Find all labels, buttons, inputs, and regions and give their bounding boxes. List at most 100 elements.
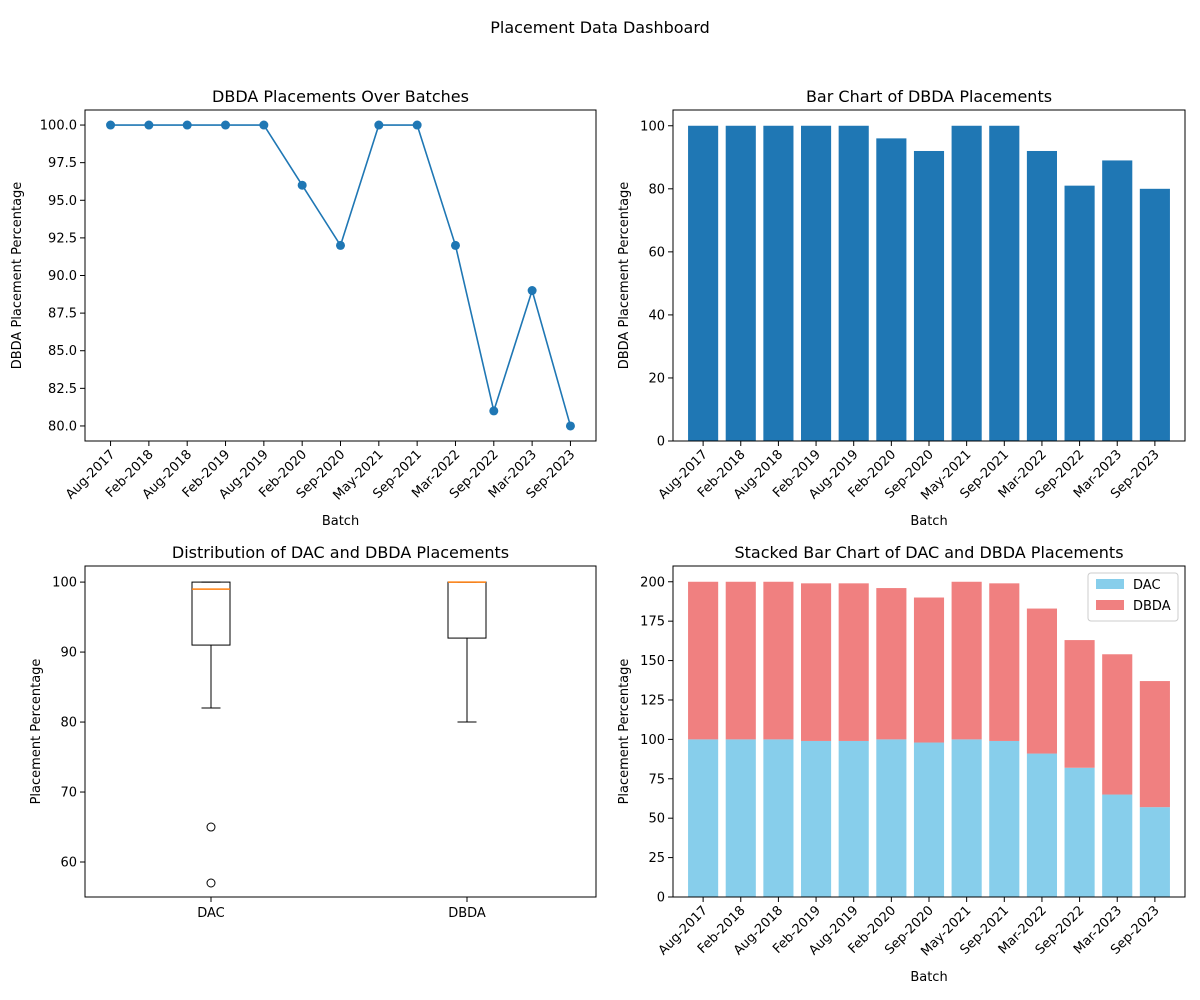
chart-panel-1: DBDA Placements Over Batches 80.0 82.5 85.0… <box>10 87 597 529</box>
bar <box>838 125 869 441</box>
data-point <box>297 180 307 190</box>
chart-panel-4: Stacked Bar Chart of DAC and DBDA Placem… <box>617 543 1186 985</box>
stacked-bar-dbda <box>725 581 756 740</box>
y-tick-label: 90.0 <box>48 269 77 284</box>
stacked-bar-dbda <box>688 581 719 740</box>
data-point <box>565 421 575 431</box>
y-axis-label: DBDA Placement Percentage <box>10 182 25 370</box>
chart-title: DBDA Placements Over Batches <box>212 87 469 106</box>
legend: DAC DBDA <box>1087 572 1179 622</box>
stacked-bar-dac <box>838 740 869 897</box>
y-tick-label: 100.0 <box>40 119 77 134</box>
y-tick-label: 87.5 <box>48 307 77 322</box>
x-axis-label: Batch <box>910 514 947 529</box>
y-tick-label: 60 <box>60 856 77 871</box>
chart-panel-2: Bar Chart of DBDA Placements 0 20 40 60 80 100… <box>617 87 1186 529</box>
outlier-point <box>206 822 216 832</box>
stacked-bar-dbda <box>1102 654 1133 795</box>
stacked-bar-dbda <box>913 597 945 743</box>
stacked-bar-dac <box>763 739 794 897</box>
y-tick-label: 100 <box>640 119 665 134</box>
bar <box>1026 150 1057 441</box>
y-tick-label: 60 <box>648 245 665 260</box>
x-tick-label: DAC <box>197 906 225 921</box>
y-tick-label: 97.5 <box>48 156 77 171</box>
stacked-bar-dbda <box>1026 608 1057 754</box>
legend-label-dac: DAC <box>1133 578 1161 593</box>
x-tick-label: DBDA <box>448 906 486 921</box>
y-tick-label: 200 <box>640 575 665 590</box>
y-axis-label: Placement Percentage <box>617 659 632 805</box>
stacked-bar-dbda <box>1064 640 1095 768</box>
y-tick-label: 75 <box>648 772 665 787</box>
bar <box>951 125 982 441</box>
chart-title: Stacked Bar Chart of DAC and DBDA Placem… <box>734 543 1123 562</box>
y-tick-label: 50 <box>648 812 665 827</box>
line-series-dbda <box>110 124 572 427</box>
stacked-bar-dac <box>688 739 719 897</box>
stacked-bar-dac <box>801 740 832 897</box>
bar <box>725 125 756 441</box>
dashboard-title: Placement Data Dashboard <box>490 18 710 37</box>
data-point <box>412 120 422 130</box>
y-tick-label: 85.0 <box>48 344 77 359</box>
y-tick-label: 100 <box>640 733 665 748</box>
stacked-bar-dac <box>1064 767 1095 897</box>
data-point <box>259 120 269 130</box>
stacked-bar-dac <box>951 739 982 897</box>
y-tick-label: 20 <box>648 371 665 386</box>
y-tick-label: 100 <box>52 576 77 591</box>
data-point <box>450 240 460 250</box>
y-tick-label: 40 <box>648 308 665 323</box>
y-tick-label: 80.0 <box>48 419 77 434</box>
data-point <box>489 406 499 416</box>
y-tick-label: 92.5 <box>48 231 77 246</box>
stacked-bar-dbda <box>1139 681 1170 808</box>
stacked-bar-dbda <box>951 581 982 740</box>
y-tick-label: 80 <box>648 182 665 197</box>
data-point <box>336 240 345 250</box>
legend-label-dbda: DBDA <box>1133 599 1171 614</box>
box-iqr <box>191 581 231 646</box>
stacked-bar-dac <box>913 742 945 897</box>
y-tick-label: 0 <box>657 891 665 906</box>
stacked-bar-dbda <box>989 583 1020 741</box>
stacked-bar-dbda <box>801 583 832 741</box>
y-tick-label: 25 <box>648 851 665 866</box>
stacked-bar-dac <box>989 740 1020 897</box>
data-point <box>221 120 231 130</box>
axes-frame <box>84 109 597 442</box>
bar <box>1064 185 1095 441</box>
data-point <box>182 120 192 130</box>
stacked-bar-dbda <box>838 583 869 741</box>
x-axis-label: Batch <box>322 514 359 529</box>
bar <box>876 138 907 441</box>
data-point <box>106 120 116 130</box>
outlier-point <box>206 878 216 888</box>
y-tick-label: 125 <box>640 693 665 708</box>
y-tick-label: 0 <box>657 435 665 450</box>
stacked-bar-dac <box>1139 807 1170 897</box>
data-point <box>374 120 384 130</box>
bar <box>913 150 945 441</box>
y-tick-label: 80 <box>60 716 77 731</box>
bar <box>1139 188 1170 441</box>
bar <box>801 125 832 441</box>
stacked-bar-dac <box>1102 794 1133 897</box>
chart-panel-3: Distribution of DAC and DBDA Placements 6… <box>29 543 597 921</box>
bar <box>688 125 719 441</box>
y-axis-label: DBDA Placement Percentage <box>617 182 632 370</box>
data-point <box>527 286 537 296</box>
axes-frame <box>84 565 597 898</box>
legend-swatch-dbda <box>1096 600 1124 610</box>
y-tick-label: 82.5 <box>48 382 77 397</box>
chart-title: Distribution of DAC and DBDA Placements <box>172 543 509 562</box>
bar <box>763 125 794 441</box>
y-tick-label: 95.0 <box>48 194 77 209</box>
y-axis-label: Placement Percentage <box>29 659 44 805</box>
stacked-bar-dac <box>725 739 756 897</box>
bar <box>1102 160 1133 441</box>
stacked-bar-dbda <box>876 588 907 740</box>
